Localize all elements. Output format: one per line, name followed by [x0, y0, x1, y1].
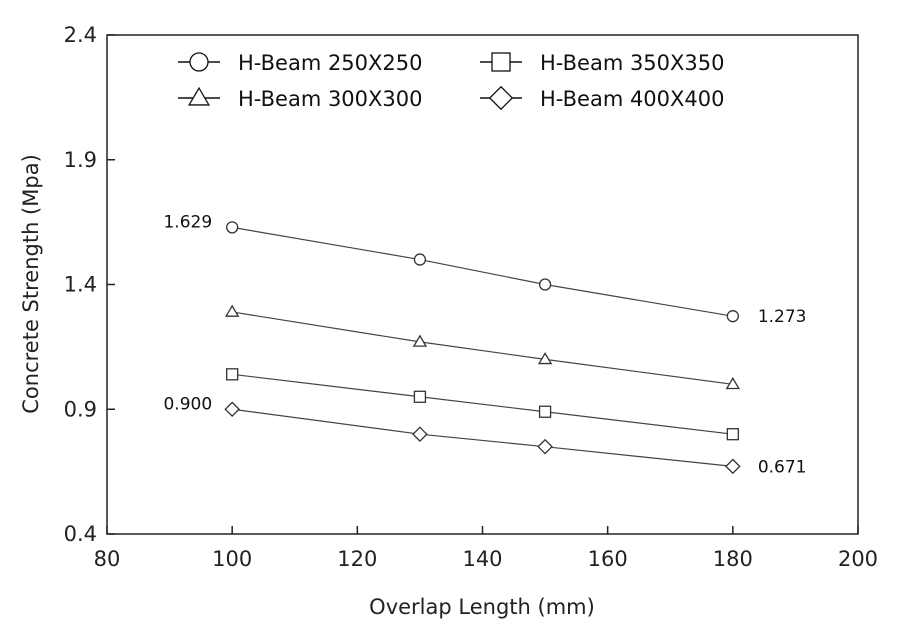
series-square — [226, 368, 739, 441]
series-diamond — [224, 401, 741, 475]
series-triangle — [224, 304, 741, 390]
data-point-diamond — [412, 426, 428, 442]
data-label: 1.629 — [163, 212, 212, 232]
legend-label: H-Beam 400X400 — [540, 87, 725, 111]
data-point-square — [413, 390, 427, 403]
series-line — [232, 373, 733, 435]
legend-marker-circle — [189, 52, 209, 72]
x-tick-label: 200 — [838, 547, 878, 571]
data-point-triangle — [725, 376, 741, 390]
series-line — [232, 408, 733, 467]
y-axis-label: Concrete Strength (Mpa) — [19, 154, 43, 414]
plot-frame — [106, 34, 859, 535]
data-point-triangle — [412, 334, 428, 347]
data-point-square — [726, 428, 739, 441]
data-point-square — [538, 405, 552, 418]
series-layer — [224, 221, 741, 475]
y-axis-ticks: 0.4 0.9 1.4 1.9 2.4 — [64, 23, 115, 546]
series-circle — [226, 221, 739, 323]
y-tick-label: 2.4 — [64, 23, 97, 47]
legend-label: H-Beam 350X350 — [540, 51, 725, 75]
data-point-diamond — [725, 458, 741, 475]
data-point-diamond — [224, 401, 240, 418]
legend-item: H-Beam 400X400 — [480, 85, 725, 111]
data-point-circle — [726, 310, 739, 323]
legend-item: H-Beam 300X300 — [178, 86, 423, 111]
legend-label: H-Beam 250X250 — [238, 51, 423, 75]
data-label: 1.273 — [758, 307, 807, 327]
legend-marker-square — [491, 52, 511, 72]
legend-marker-triangle — [187, 86, 211, 106]
legend-item: H-Beam 350X350 — [480, 51, 725, 75]
data-point-triangle — [224, 304, 240, 317]
x-tick-label: 160 — [588, 547, 628, 571]
x-tick-label: 140 — [462, 547, 502, 571]
x-axis-ticks: 80 100 120 140 160 180 200 — [94, 526, 878, 571]
series-line — [232, 226, 733, 317]
data-point-triangle — [537, 352, 553, 365]
y-tick-label: 1.9 — [64, 148, 97, 172]
data-point-diamond — [537, 438, 553, 455]
y-tick-label: 1.4 — [64, 273, 97, 297]
data-point-square — [226, 368, 239, 381]
data-point-circle — [226, 221, 239, 234]
data-label: 0.900 — [163, 394, 212, 414]
y-tick-label: 0.4 — [64, 522, 97, 546]
y-tick-label: 0.9 — [64, 397, 97, 421]
legend-item: H-Beam 250X250 — [178, 51, 423, 75]
x-tick-label: 120 — [337, 547, 377, 571]
data-annotations: 1.629 1.273 0.900 0.671 — [163, 212, 806, 477]
x-axis-label: Overlap Length (mm) — [369, 595, 595, 619]
data-point-circle — [413, 253, 427, 266]
x-tick-label: 80 — [94, 547, 121, 571]
legend: H-Beam 250X250 H-Beam 300X300 H-Beam 350X3… — [178, 51, 725, 111]
x-tick-label: 100 — [212, 547, 252, 571]
x-tick-label: 180 — [713, 547, 753, 571]
series-line — [232, 311, 733, 385]
data-label: 0.671 — [758, 457, 807, 477]
legend-label: H-Beam 300X300 — [238, 87, 423, 111]
legend-marker-diamond — [488, 85, 514, 111]
data-point-circle — [538, 278, 552, 291]
